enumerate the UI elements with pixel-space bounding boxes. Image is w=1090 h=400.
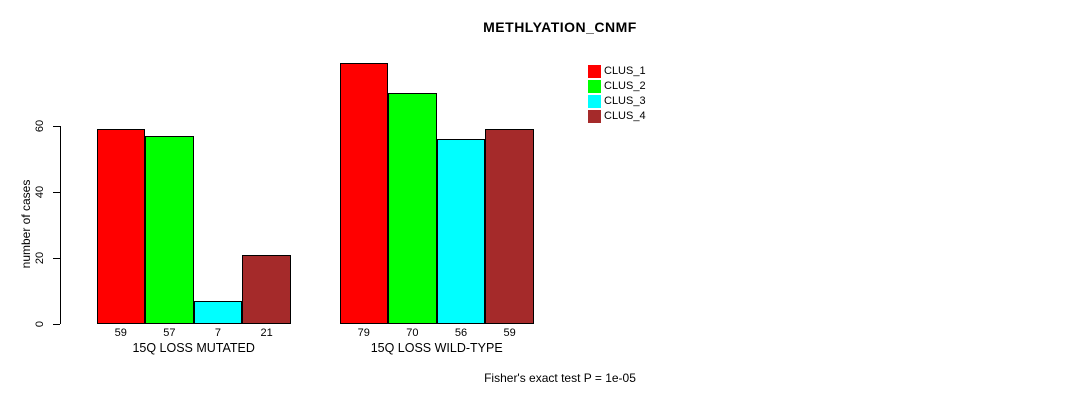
legend-item: CLUS_3: [588, 94, 646, 109]
y-axis-title: number of cases: [19, 179, 33, 269]
footer-annotation: Fisher's exact test P = 1e-05: [484, 371, 636, 385]
y-tick-label: 40: [34, 185, 46, 199]
legend-label: CLUS_3: [604, 95, 646, 107]
bar-clus_2-group2: [388, 93, 437, 324]
bar-clus_4-group1: [242, 254, 291, 324]
group-label-1: 15Q LOSS MUTATED: [132, 341, 255, 355]
legend-swatch-icon: [588, 110, 601, 123]
group-label-2: 15Q LOSS WILD-TYPE: [370, 341, 503, 355]
bar-value-label: 79: [357, 327, 370, 339]
legend-label: CLUS_2: [604, 80, 646, 92]
bar-value-label: 7: [214, 327, 222, 339]
bar-value-label: 59: [114, 327, 127, 339]
bar-clus_2-group1: [145, 135, 194, 324]
bar-value-label: 70: [406, 327, 419, 339]
bar-value-label: 56: [454, 327, 468, 339]
bar-value-label: 21: [260, 327, 273, 339]
y-tick-mark: [53, 323, 60, 325]
legend-swatch-icon: [588, 80, 601, 93]
legend: CLUS_1 CLUS_2 CLUS_3 CLUS_4: [588, 64, 646, 124]
legend-item: CLUS_4: [588, 109, 646, 124]
y-tick-mark: [53, 125, 60, 127]
legend-label: CLUS_1: [604, 65, 646, 77]
legend-label: CLUS_4: [604, 110, 646, 122]
bar-value-label: 57: [163, 327, 176, 339]
chart-title: METHLYATION_CNMF: [483, 19, 637, 35]
y-tick-label: 60: [34, 119, 46, 133]
legend-item: CLUS_2: [588, 79, 646, 94]
y-tick-mark: [53, 191, 60, 193]
bar-clus_3-group1: [193, 300, 243, 324]
legend-swatch-icon: [588, 65, 601, 78]
bar-clus_1-group1: [96, 129, 146, 324]
bar-clus_3-group2: [436, 139, 486, 324]
y-tick-mark: [53, 257, 60, 259]
bar-clus_1-group2: [339, 63, 389, 324]
bar-clus_4-group2: [485, 129, 534, 324]
legend-item: CLUS_1: [588, 64, 646, 79]
bar-value-label: 59: [503, 327, 516, 339]
legend-swatch-icon: [588, 95, 601, 108]
y-tick-label: 20: [34, 251, 46, 265]
y-tick-label: 0: [34, 320, 46, 328]
y-axis-line: [60, 126, 61, 324]
